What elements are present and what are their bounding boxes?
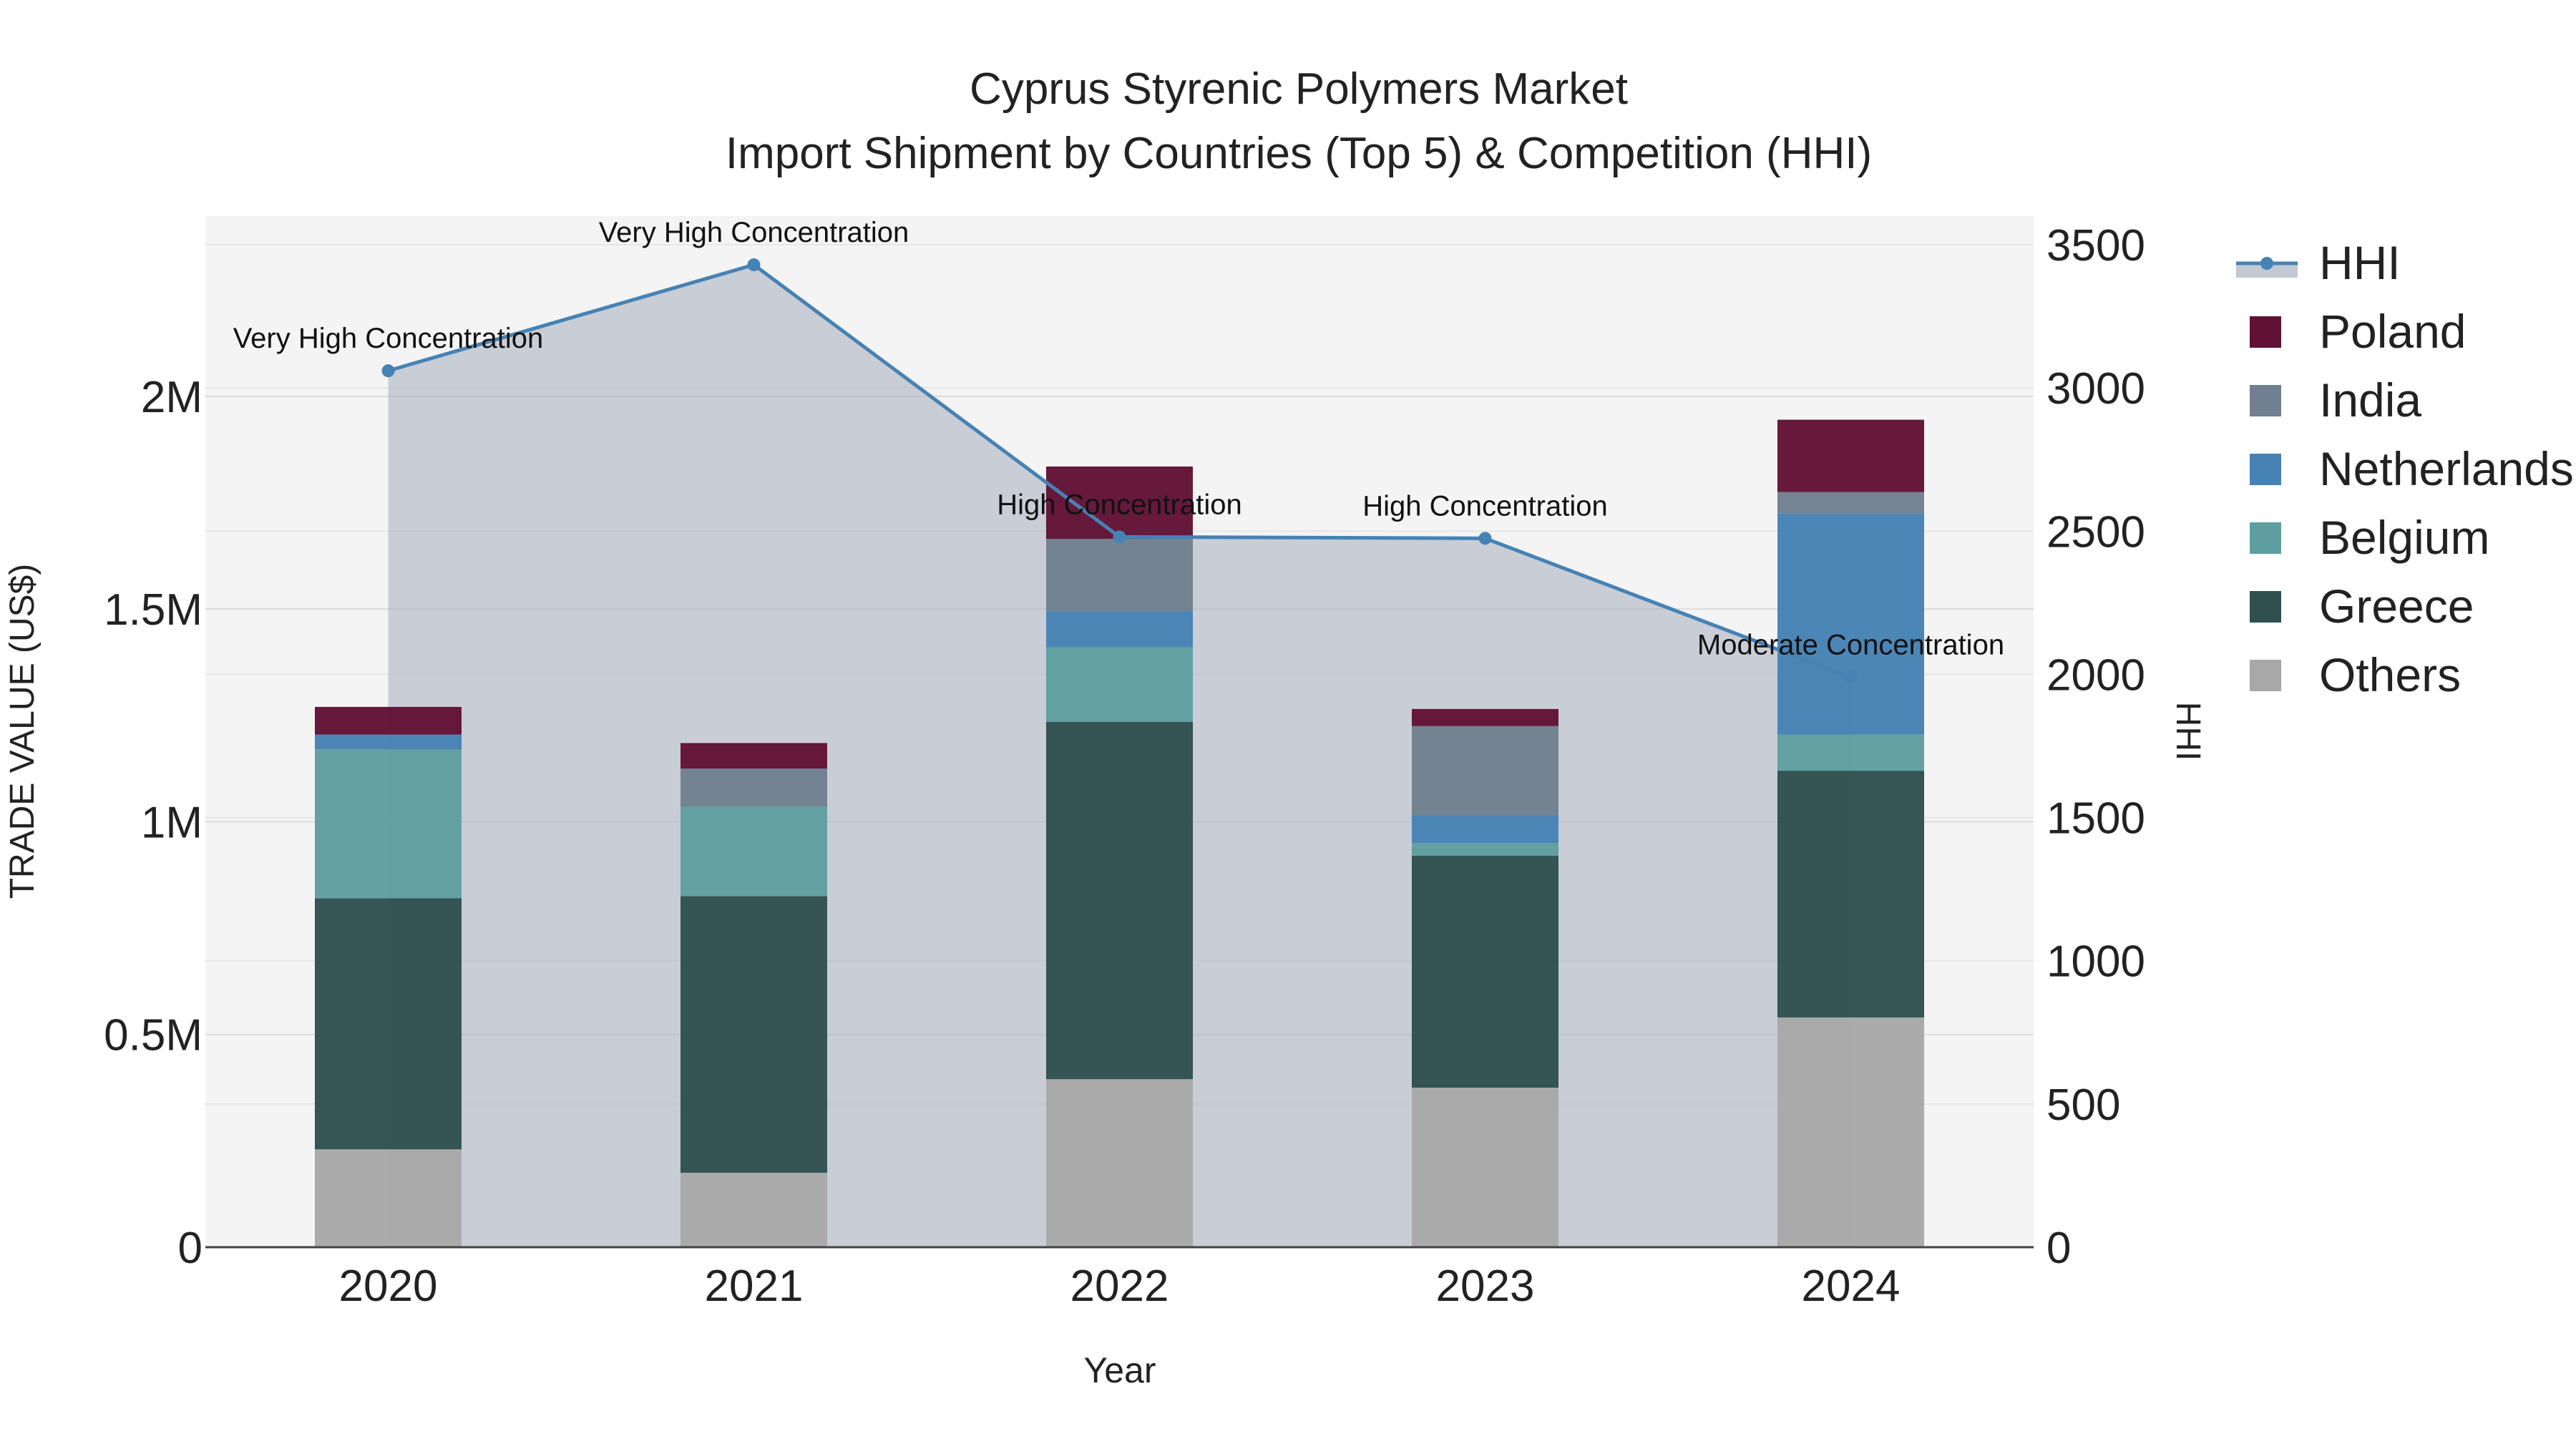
bar-greece-2024 [1777, 771, 1924, 1018]
bar-others-2021 [680, 1172, 827, 1247]
bar-poland-2020 [315, 706, 462, 735]
y2-tick-label-3: 1500 [2046, 794, 2145, 844]
y-tick-label-3: 1.5M [104, 585, 203, 635]
bar-greece-2022 [1046, 721, 1193, 1080]
legend-label-others: Others [2319, 648, 2461, 701]
bar-belgium-2022 [1046, 647, 1193, 722]
bar-greece-2020 [315, 898, 462, 1150]
y2-tick-label-2: 1000 [2046, 937, 2145, 987]
hhi-marker-2024 [1844, 670, 1858, 684]
y2-tick-label-5: 2500 [2046, 507, 2145, 557]
bar-belgium-2020 [315, 749, 462, 899]
legend-label-poland: Poland [2319, 305, 2467, 358]
legend-swatch-others [2250, 660, 2281, 691]
bars [315, 419, 1924, 1247]
y-axis-ticks: 0 0.5M 1M 1.5M 2M [104, 373, 203, 1273]
x-axis-ticks: 2020 2021 2022 2023 2024 [339, 1262, 1901, 1311]
hhi-marker-2020 [381, 364, 395, 378]
bar-greece-2023 [1412, 855, 1558, 1088]
x-tick-label-2020: 2020 [339, 1262, 438, 1311]
bar-belgium-2021 [680, 806, 827, 897]
legend-label-hhi: HHI [2319, 236, 2401, 289]
y2-tick-label-6: 3000 [2046, 364, 2145, 414]
bar-india-2023 [1412, 726, 1558, 816]
y2-tick-label-4: 2000 [2046, 650, 2145, 700]
y2-tick-label-1: 500 [2046, 1080, 2120, 1130]
legend-swatch-belgium [2250, 522, 2281, 554]
y2-axis-ticks: 0 500 1000 1500 2000 2500 3000 3500 [2046, 221, 2145, 1273]
legend-label-greece: Greece [2319, 580, 2474, 633]
bar-greece-2021 [680, 896, 827, 1173]
hhi-annotation-2023: High Concentration [1362, 490, 1607, 522]
legend-swatch-poland [2250, 316, 2281, 348]
bar-others-2022 [1046, 1079, 1193, 1247]
y2-tick-label-7: 3500 [2046, 221, 2145, 270]
x-tick-label-2022: 2022 [1070, 1262, 1169, 1311]
legend-swatch-hhi-marker [2260, 257, 2273, 270]
bar-poland-2023 [1412, 708, 1558, 726]
legend-label-netherlands: Netherlands [2319, 442, 2574, 495]
y-tick-label-0: 0 [178, 1224, 203, 1273]
y-tick-label-1: 0.5M [104, 1011, 203, 1060]
hhi-line [381, 258, 1858, 684]
x-tick-label-2023: 2023 [1436, 1262, 1535, 1311]
legend: HHI Poland India Netherlands Belgium Greece Ot… [2236, 236, 2574, 701]
legend-swatch-india [2250, 385, 2281, 416]
y-axis-label: TRADE VALUE (US$) [4, 564, 42, 899]
legend-swatch-greece [2250, 591, 2281, 623]
bar-netherlands-2022 [1046, 611, 1193, 648]
y-tick-label-4: 2M [141, 373, 203, 422]
chart-title: Cyprus Styrenic Polymers Market [970, 64, 1628, 114]
hhi-marker-2021 [747, 258, 761, 272]
x-tick-label-2024: 2024 [1802, 1262, 1901, 1311]
bar-belgium-2023 [1412, 843, 1558, 856]
y-tick-label-2: 1M [141, 798, 203, 847]
hhi-marker-2023 [1478, 532, 1492, 545]
x-tick-label-2021: 2021 [705, 1262, 804, 1311]
bar-others-2020 [315, 1149, 462, 1247]
bar-india-2022 [1046, 539, 1193, 612]
legend-swatch-netherlands [2250, 454, 2281, 485]
bar-india-2021 [680, 769, 827, 807]
hhi-annotation-2022: High Concentration [997, 489, 1241, 520]
hhi-annotation-2024: Moderate Concentration [1697, 629, 2004, 660]
x-axis-label: Year [1083, 1350, 1156, 1390]
hhi-annotation-2021: Very High Concentration [599, 217, 909, 248]
y2-axis-label: HHI [2169, 702, 2207, 761]
hhi-annotations: Very High Concentration Very High Concent… [233, 217, 2004, 660]
bar-belgium-2024 [1777, 734, 1924, 771]
hhi-marker-2022 [1113, 530, 1126, 544]
legend-label-india: India [2319, 374, 2421, 426]
bar-poland-2024 [1777, 419, 1924, 492]
legend-label-belgium: Belgium [2319, 511, 2489, 564]
bar-poland-2021 [680, 743, 827, 769]
bar-others-2023 [1412, 1088, 1558, 1247]
bar-netherlands-2023 [1412, 815, 1558, 844]
bar-netherlands-2024 [1777, 513, 1924, 735]
y2-tick-label-0: 0 [2046, 1224, 2071, 1273]
chart-subtitle: Import Shipment by Countries (Top 5) & C… [726, 129, 1872, 178]
bar-india-2024 [1777, 492, 1924, 514]
bar-others-2024 [1777, 1017, 1924, 1247]
hhi-annotation-2020: Very High Concentration [233, 323, 544, 354]
bar-netherlands-2020 [315, 734, 462, 750]
